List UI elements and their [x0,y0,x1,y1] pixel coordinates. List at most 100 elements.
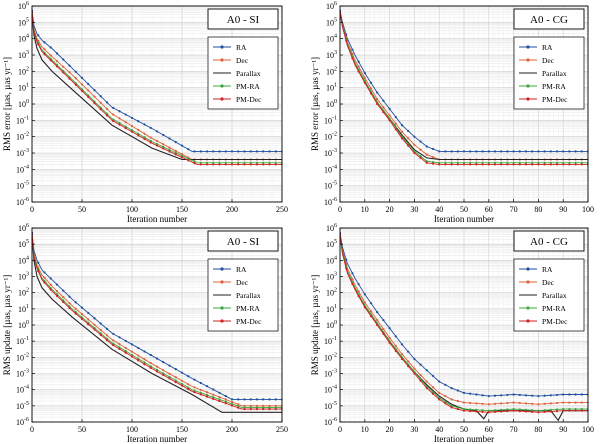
y-tick-label: 10-4 [324,385,337,395]
series-point-pm-dec [388,119,391,122]
x-tick-label: 50 [460,205,468,214]
series-point-ra [345,258,348,261]
series-point-ra [549,394,552,397]
series-point-pm-dec [68,77,71,80]
series-point-dec [543,402,546,405]
legend-label: PM-RA [236,82,260,91]
legend-label: PM-RA [236,304,260,313]
series-point-pm-dec [475,163,478,166]
series-point-pm-dec [274,407,277,411]
series-point-pm-ra [518,408,521,411]
series-point-ra [574,393,577,396]
series-point-pm-ra [555,408,559,411]
series-point-ra [425,145,428,148]
series-point-pm-dec [537,163,540,166]
y-tick-label: 10-1 [324,336,337,346]
series-point-pm-dec [531,410,534,413]
series-point-pm-dec [419,379,422,382]
y-tick-label: 10-6 [16,417,29,427]
series-point-dec [99,328,102,332]
series-line-ra [32,232,282,400]
y-tick-label: 102 [326,66,337,76]
y-tick-label: 103 [326,272,337,282]
series-point-pm-dec [43,53,46,56]
y-tick-label: 10-4 [16,164,29,174]
series-point-pm-ra [500,408,503,411]
x-tick-label: 0 [30,205,34,214]
series-point-pm-ra [105,337,109,340]
chart-panel-4: 10-610-510-410-310-210-11001011021031041… [310,223,594,444]
series-point-dec [130,350,134,353]
series-point-ra [174,140,177,144]
series-point-ra [49,277,52,280]
series-point-dec [475,402,478,405]
legend-marker [526,280,530,284]
series-point-pm-ra [462,161,466,164]
series-point-pm-dec [224,402,227,405]
series-point-pm-dec [431,162,435,165]
x-tick-label: 50 [78,205,86,214]
legend-marker [526,45,530,49]
series-point-ra [351,272,354,275]
y-tick-label: 10-5 [16,401,29,411]
series-point-pm-dec [549,163,552,166]
series-point-ra [419,363,422,366]
series-point-pm-dec [562,409,565,412]
series-point-pm-ra [268,161,271,164]
series-point-ra [512,150,515,153]
series-point-dec [438,391,441,394]
series-point-dec [444,395,447,398]
series-point-pm-ra [456,406,459,409]
x-axis-title: Iteration number [127,434,187,444]
y-tick-label: 10-3 [16,148,29,158]
series-point-ra [562,393,565,396]
legend-label: Parallax [542,291,567,300]
series-point-ra [394,335,397,338]
series-point-dec [524,402,528,405]
series-point-ra [388,327,391,330]
series-point-dec [149,361,152,365]
series-point-dec [351,278,354,281]
series-point-pm-ra [475,408,478,411]
y-tick-label: 106 [18,1,29,11]
y-tick-label: 105 [326,17,337,27]
series-point-dec [80,312,84,316]
series-point-pm-ra [155,142,159,146]
x-axis-title: Iteration number [434,214,494,224]
x-tick-label: 100 [126,205,138,214]
series-point-pm-ra [549,408,552,411]
series-point-ra [493,394,497,397]
series-point-ra [376,310,379,314]
series-point-pm-dec [580,409,583,412]
series-point-dec [212,393,215,396]
series-point-ra [230,150,234,153]
series-point-pm-dec [87,323,90,326]
series-point-ra [444,383,447,386]
x-tick-label: 30 [410,205,418,214]
series-point-pm-ra [524,408,528,411]
y-tick-label: 104 [326,255,337,265]
y-tick-label: 106 [326,1,337,11]
series-point-pm-dec [99,108,102,111]
series-point-ra [425,369,428,372]
series-point-ra [351,48,354,51]
series-point-dec [568,401,571,404]
series-point-ra [99,322,102,325]
series-point-ra [193,378,196,381]
series-point-ra [99,95,102,98]
series-point-pm-dec [274,163,277,166]
series-point-dec [43,48,46,51]
series-line-pm-dec [32,12,282,165]
series-point-dec [218,396,221,399]
series-point-ra [555,150,559,153]
series-point-ra [562,150,565,153]
series-point-dec [487,403,490,406]
series-point-pm-dec [407,365,410,368]
series-point-ra [199,381,202,385]
series-point-dec [512,401,515,404]
series-point-pm-dec [180,156,184,159]
series-point-dec [555,401,559,405]
legend-marker [526,267,530,271]
series-point-dec [137,128,140,131]
legend-label: PM-Dec [236,95,262,104]
